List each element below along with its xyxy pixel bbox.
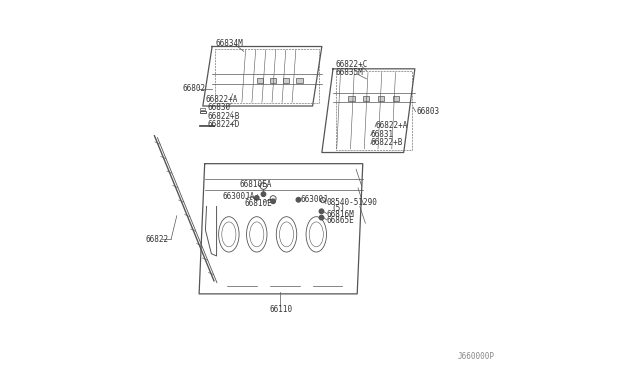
Text: 66865E: 66865E — [326, 217, 355, 225]
Circle shape — [261, 192, 266, 196]
Circle shape — [271, 199, 275, 203]
Text: 66830: 66830 — [207, 103, 230, 112]
Bar — [283, 78, 289, 83]
Bar — [348, 96, 355, 101]
Text: 66831: 66831 — [371, 130, 394, 139]
Text: 66835M: 66835M — [335, 68, 364, 77]
Text: 66803: 66803 — [417, 107, 440, 116]
Text: 66300JA: 66300JA — [222, 192, 255, 201]
Text: 66822: 66822 — [145, 235, 168, 244]
Text: J660000P: J660000P — [458, 352, 495, 361]
Text: 66816M: 66816M — [326, 210, 355, 219]
Bar — [200, 108, 205, 110]
Bar — [296, 78, 303, 83]
Bar — [270, 78, 276, 83]
Text: 66822+B: 66822+B — [371, 138, 403, 147]
Text: 66822+A: 66822+A — [375, 121, 408, 130]
Bar — [378, 96, 385, 101]
Text: 66822+C: 66822+C — [335, 60, 368, 69]
Bar — [392, 96, 399, 101]
Text: 66834M: 66834M — [215, 39, 243, 48]
Bar — [200, 111, 206, 113]
Text: 66110: 66110 — [270, 305, 293, 314]
Text: 66822+B: 66822+B — [207, 112, 239, 121]
Bar — [257, 78, 264, 83]
Text: (5): (5) — [331, 204, 345, 213]
Text: 66810E: 66810E — [245, 199, 273, 208]
Text: 66810EA: 66810EA — [239, 180, 271, 189]
Text: 08540-51290: 08540-51290 — [326, 198, 378, 207]
Bar — [363, 96, 369, 101]
Text: 66300J: 66300J — [301, 195, 328, 204]
Circle shape — [319, 215, 324, 220]
Circle shape — [255, 196, 259, 200]
Circle shape — [319, 209, 324, 214]
Text: 66802: 66802 — [182, 84, 205, 93]
Text: 66822+D: 66822+D — [207, 121, 239, 129]
Text: 66822+A: 66822+A — [205, 95, 238, 104]
Circle shape — [296, 198, 301, 202]
